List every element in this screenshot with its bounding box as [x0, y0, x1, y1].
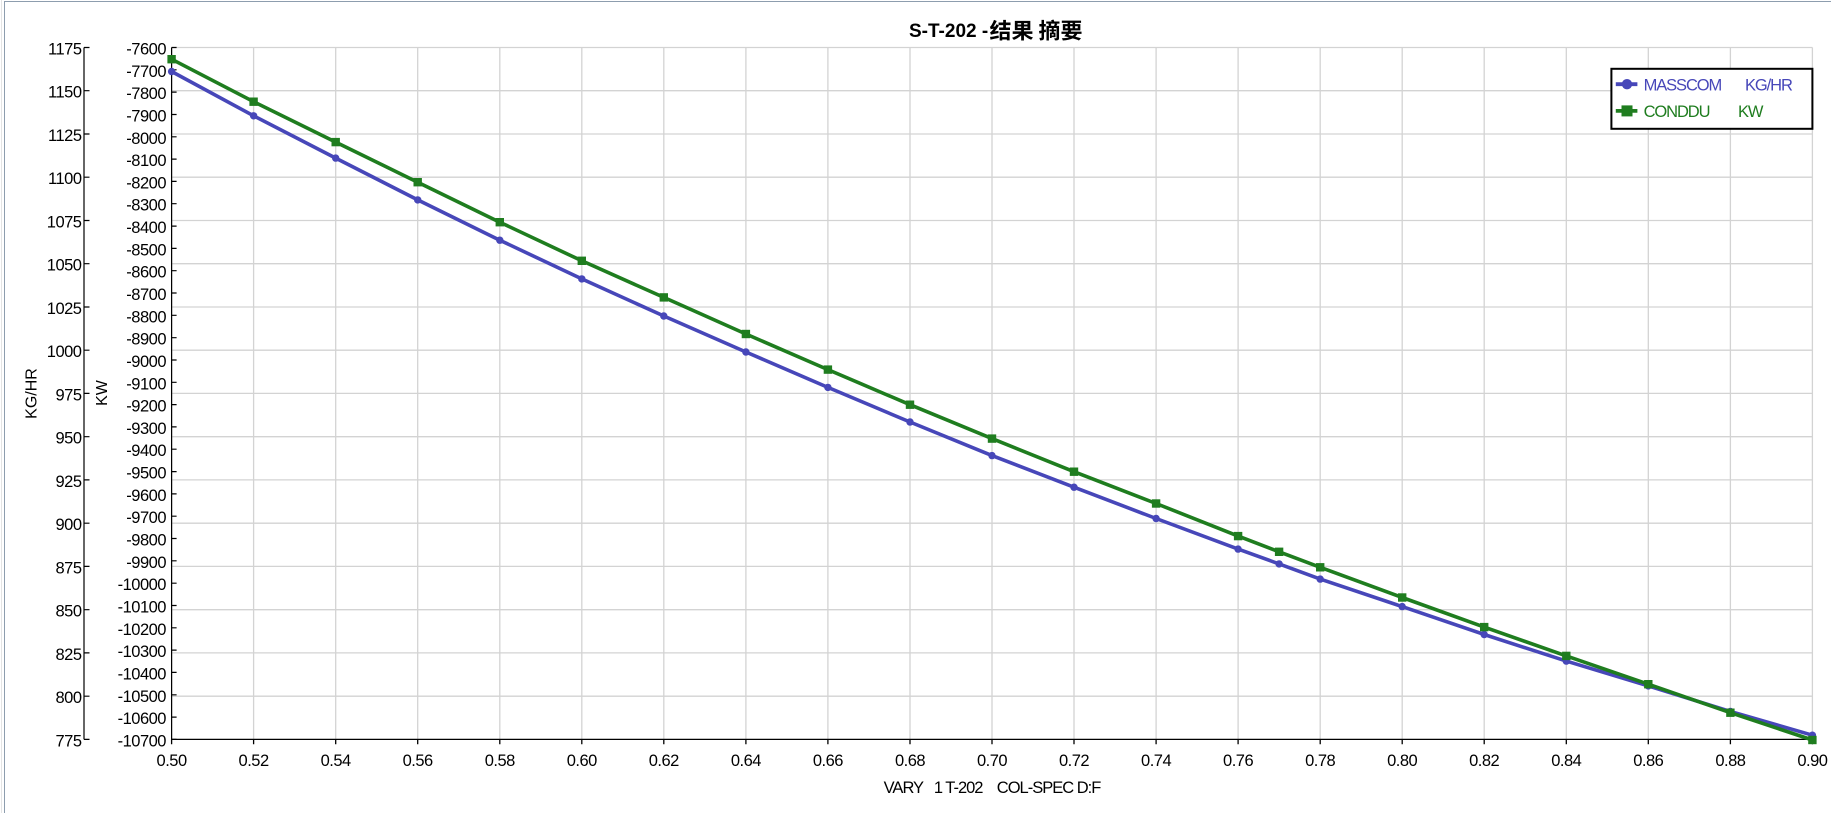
svg-text:-10100: -10100	[118, 599, 167, 617]
svg-text:-9100: -9100	[126, 375, 166, 393]
svg-text:-7900: -7900	[126, 108, 166, 126]
svg-text:0.64: 0.64	[731, 752, 761, 770]
svg-text:0.62: 0.62	[649, 752, 679, 770]
svg-text:0.86: 0.86	[1633, 752, 1663, 770]
svg-text:0.60: 0.60	[567, 752, 597, 770]
svg-text:-10600: -10600	[118, 710, 167, 728]
svg-text:-8100: -8100	[126, 152, 166, 170]
svg-text:0.54: 0.54	[321, 752, 351, 770]
svg-text:-8800: -8800	[126, 308, 166, 326]
svg-text:-8000: -8000	[126, 130, 166, 148]
svg-text:1025: 1025	[47, 300, 82, 318]
svg-text:-8700: -8700	[126, 286, 166, 304]
svg-text:0.76: 0.76	[1223, 752, 1253, 770]
svg-text:0.50: 0.50	[157, 752, 187, 770]
svg-text:-9300: -9300	[126, 420, 166, 438]
svg-text:-8600: -8600	[126, 264, 166, 282]
svg-text:KG/HR: KG/HR	[24, 368, 41, 419]
svg-text:-10700: -10700	[118, 732, 167, 750]
svg-text:-8500: -8500	[126, 241, 166, 259]
svg-text:-8300: -8300	[126, 197, 166, 215]
svg-text:S-T-202 -: S-T-202 -	[909, 21, 993, 42]
svg-text:875: 875	[55, 559, 81, 577]
svg-text:-9900: -9900	[126, 554, 166, 572]
svg-text:-10400: -10400	[118, 665, 167, 683]
svg-text:0.78: 0.78	[1305, 752, 1335, 770]
svg-text:800: 800	[55, 689, 81, 707]
svg-text:-7800: -7800	[126, 85, 166, 103]
svg-text:-10500: -10500	[118, 688, 167, 706]
svg-text:0.84: 0.84	[1551, 752, 1581, 770]
svg-text:1125: 1125	[48, 127, 82, 145]
svg-text:-9700: -9700	[126, 509, 166, 527]
svg-text:0.58: 0.58	[485, 752, 515, 770]
svg-text:900: 900	[55, 516, 81, 534]
svg-text:0.82: 0.82	[1469, 752, 1499, 770]
svg-text:775: 775	[55, 732, 81, 750]
svg-text:KW: KW	[94, 379, 111, 406]
svg-text:-9600: -9600	[126, 487, 166, 505]
svg-text:0.70: 0.70	[977, 752, 1007, 770]
svg-text:0.66: 0.66	[813, 752, 843, 770]
svg-text:1075: 1075	[47, 214, 82, 232]
svg-text:-7600: -7600	[126, 41, 166, 59]
svg-text:0.56: 0.56	[403, 752, 433, 770]
svg-text:-9000: -9000	[126, 353, 166, 371]
svg-text:0.52: 0.52	[239, 752, 269, 770]
svg-text:-10300: -10300	[118, 643, 167, 661]
svg-text:-8400: -8400	[126, 219, 166, 237]
svg-text:-9400: -9400	[126, 442, 166, 460]
svg-text:0.68: 0.68	[895, 752, 925, 770]
svg-text:825: 825	[55, 646, 81, 664]
svg-text:KG/HR: KG/HR	[1745, 76, 1793, 94]
svg-text:0.88: 0.88	[1715, 752, 1745, 770]
svg-text:1150: 1150	[48, 84, 82, 102]
svg-text:KW: KW	[1738, 103, 1764, 121]
svg-text:-10000: -10000	[118, 576, 167, 594]
svg-text:0.90: 0.90	[1797, 752, 1827, 770]
svg-text:-9200: -9200	[126, 398, 166, 416]
svg-text:VARY 1 T-202 COL-SPEC D:F: VARY 1 T-202 COL-SPEC D:F	[884, 779, 1102, 797]
svg-text:-8900: -8900	[126, 331, 166, 349]
svg-text:1000: 1000	[47, 343, 82, 361]
svg-text:0.74: 0.74	[1141, 752, 1171, 770]
svg-text:950: 950	[55, 430, 81, 448]
svg-text:MASSCOM: MASSCOM	[1644, 76, 1722, 94]
svg-text:975: 975	[55, 386, 81, 404]
svg-text:925: 925	[55, 473, 81, 491]
svg-text:1100: 1100	[48, 170, 82, 188]
svg-text:CONDDU: CONDDU	[1644, 103, 1710, 121]
svg-text:850: 850	[55, 603, 81, 621]
svg-text:-8200: -8200	[126, 174, 166, 192]
svg-text:1175: 1175	[48, 41, 82, 59]
svg-text:-10200: -10200	[118, 621, 167, 639]
svg-text:0.72: 0.72	[1059, 752, 1089, 770]
svg-text:-7700: -7700	[126, 63, 166, 81]
svg-text:1050: 1050	[47, 257, 82, 275]
svg-text:0.80: 0.80	[1387, 752, 1417, 770]
svg-text:-9800: -9800	[126, 532, 166, 550]
svg-text:-9500: -9500	[126, 465, 166, 483]
